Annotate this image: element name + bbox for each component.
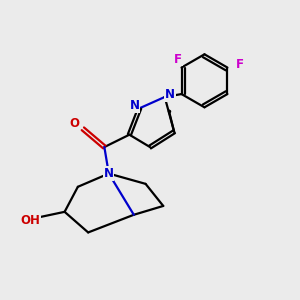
Text: N: N [165,88,175,101]
Text: OH: OH [20,214,40,227]
Text: O: O [70,117,80,130]
Text: F: F [236,58,244,71]
Text: F: F [174,53,182,66]
Text: N: N [104,167,114,180]
Text: N: N [129,99,140,112]
